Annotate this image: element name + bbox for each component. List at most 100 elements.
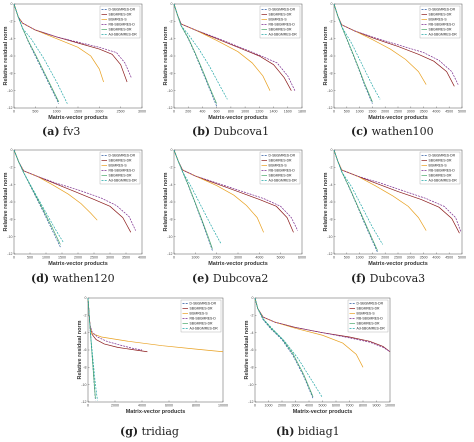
caption-matrix-name: bidiag1	[294, 425, 340, 438]
x-axis-title: Matrix-vector products	[48, 115, 108, 121]
x-axis-title: Matrix-vector products	[48, 261, 108, 267]
x-tick-label: 600	[214, 110, 220, 114]
series-line-5	[333, 149, 383, 245]
y-tick-label: -6	[83, 348, 86, 352]
x-tick-label: 2500	[90, 256, 98, 260]
legend-label: RB-SBGMRES-D	[190, 317, 217, 321]
x-tick-label: 4000	[432, 110, 440, 114]
x-tick-label: 9000	[373, 404, 381, 408]
y-tick-label: 0	[331, 2, 333, 6]
series-line-5	[333, 3, 381, 100]
caption-matrix-name: tridiag	[138, 425, 179, 438]
x-tick-label: 1000	[241, 110, 249, 114]
x-axis-title: Matrix-vector products	[368, 115, 428, 121]
y-tick-label: -2	[9, 20, 12, 24]
x-tick-label: 3500	[122, 256, 130, 260]
x-tick-label: 5000	[277, 256, 285, 260]
x-axis-title: Matrix-vector products	[126, 409, 186, 415]
x-axis-title: Matrix-vector products	[368, 261, 428, 267]
panel-caption: (d) wathen120	[31, 272, 115, 285]
series-line-0	[333, 3, 373, 104]
x-tick-label: 1000	[356, 256, 364, 260]
x-tick-label: 2000	[74, 256, 82, 260]
x-tick-label: 0	[333, 256, 335, 260]
legend-label: RB-SBGMRES-D	[109, 169, 136, 173]
legend-label: RB-SBGMRES-D	[109, 23, 136, 27]
caption-letter: (c)	[351, 125, 369, 138]
panel-caption: (e) Dubcova2	[192, 272, 268, 285]
y-tick-label: -6	[169, 54, 172, 58]
legend-box	[347, 299, 389, 333]
series-line-5	[173, 149, 222, 244]
series-line-0	[13, 3, 60, 104]
y-tick-label: -2	[329, 20, 332, 24]
y-tick-label: 0	[252, 296, 254, 300]
x-tick-label: 1000	[356, 110, 364, 114]
x-tick-label: 500	[344, 256, 350, 260]
y-axis-title: Relative residual norm	[77, 320, 83, 379]
x-tick-label: 5000	[319, 404, 327, 408]
y-tick-label: -4	[169, 183, 172, 187]
x-axis-title: Matrix-vector products	[208, 261, 268, 267]
y-axis-title: Relative residual norm	[3, 26, 9, 85]
x-tick-label: 1600	[284, 110, 292, 114]
series-line-5	[87, 297, 98, 401]
y-tick-label: 0	[11, 148, 13, 152]
x-tick-label: 3000	[407, 110, 415, 114]
y-tick-label: -6	[250, 348, 253, 352]
series-line-4	[254, 297, 314, 397]
panel-caption: (h) bidiag1	[276, 425, 340, 438]
x-tick-label: 2500	[394, 110, 402, 114]
x-axis-title: Matrix-vector products	[293, 409, 353, 415]
y-tick-label: -10	[327, 235, 332, 239]
caption-letter: (b)	[192, 125, 211, 138]
y-tick-label: -6	[9, 200, 12, 204]
series-line-5	[254, 297, 323, 398]
legend-label: SBGMRES-DR	[429, 13, 453, 17]
y-tick-label: -10	[7, 235, 12, 239]
legend-label: Ad-SBGMRES-DR	[269, 179, 298, 183]
x-tick-label: 500	[344, 110, 350, 114]
x-tick-label: 10000	[385, 404, 395, 408]
x-tick-label: 4000	[432, 256, 440, 260]
x-tick-label: 2000	[111, 404, 119, 408]
x-tick-label: 1400	[270, 110, 278, 114]
legend-label: Ad-SBGMRES-DR	[429, 179, 458, 183]
y-tick-label: -4	[329, 183, 332, 187]
y-tick-label: -12	[167, 252, 172, 256]
y-tick-label: -4	[169, 37, 172, 41]
x-tick-label: 6000	[332, 404, 340, 408]
x-tick-label: 3500	[420, 256, 428, 260]
x-tick-label: 400	[199, 110, 205, 114]
x-tick-label: 3000	[234, 256, 242, 260]
series-line-5	[13, 149, 64, 243]
legend-label: Ad-SBGMRES-DR	[190, 327, 219, 331]
legend-label: D-SBGMRES-DR	[109, 154, 136, 158]
y-tick-label: -4	[329, 37, 332, 41]
legend-box	[99, 5, 141, 39]
x-tick-label: 4500	[445, 256, 453, 260]
series-line-3	[13, 3, 132, 78]
x-tick-label: 500	[32, 110, 38, 114]
x-tick-label: 1000	[53, 110, 61, 114]
legend-label: BGMRES-S	[109, 18, 128, 22]
legend-label: SBGMRES-DR	[109, 28, 133, 32]
legend-box	[259, 5, 301, 39]
x-tick-label: 5000	[458, 256, 466, 260]
x-tick-label: 6000	[298, 256, 306, 260]
x-tick-label: 6000	[165, 404, 173, 408]
y-tick-label: -8	[329, 218, 332, 222]
y-tick-label: -8	[250, 366, 253, 370]
caption-letter: (f)	[351, 272, 367, 285]
x-tick-label: 7000	[346, 404, 354, 408]
x-tick-label: 4000	[305, 404, 313, 408]
legend-label: Ad-SBGMRES-DR	[357, 327, 386, 331]
y-tick-label: -12	[7, 252, 12, 256]
series-line-3	[254, 297, 391, 353]
x-tick-label: 0	[87, 404, 89, 408]
y-tick-label: -10	[81, 383, 86, 387]
x-tick-label: 8000	[192, 404, 200, 408]
